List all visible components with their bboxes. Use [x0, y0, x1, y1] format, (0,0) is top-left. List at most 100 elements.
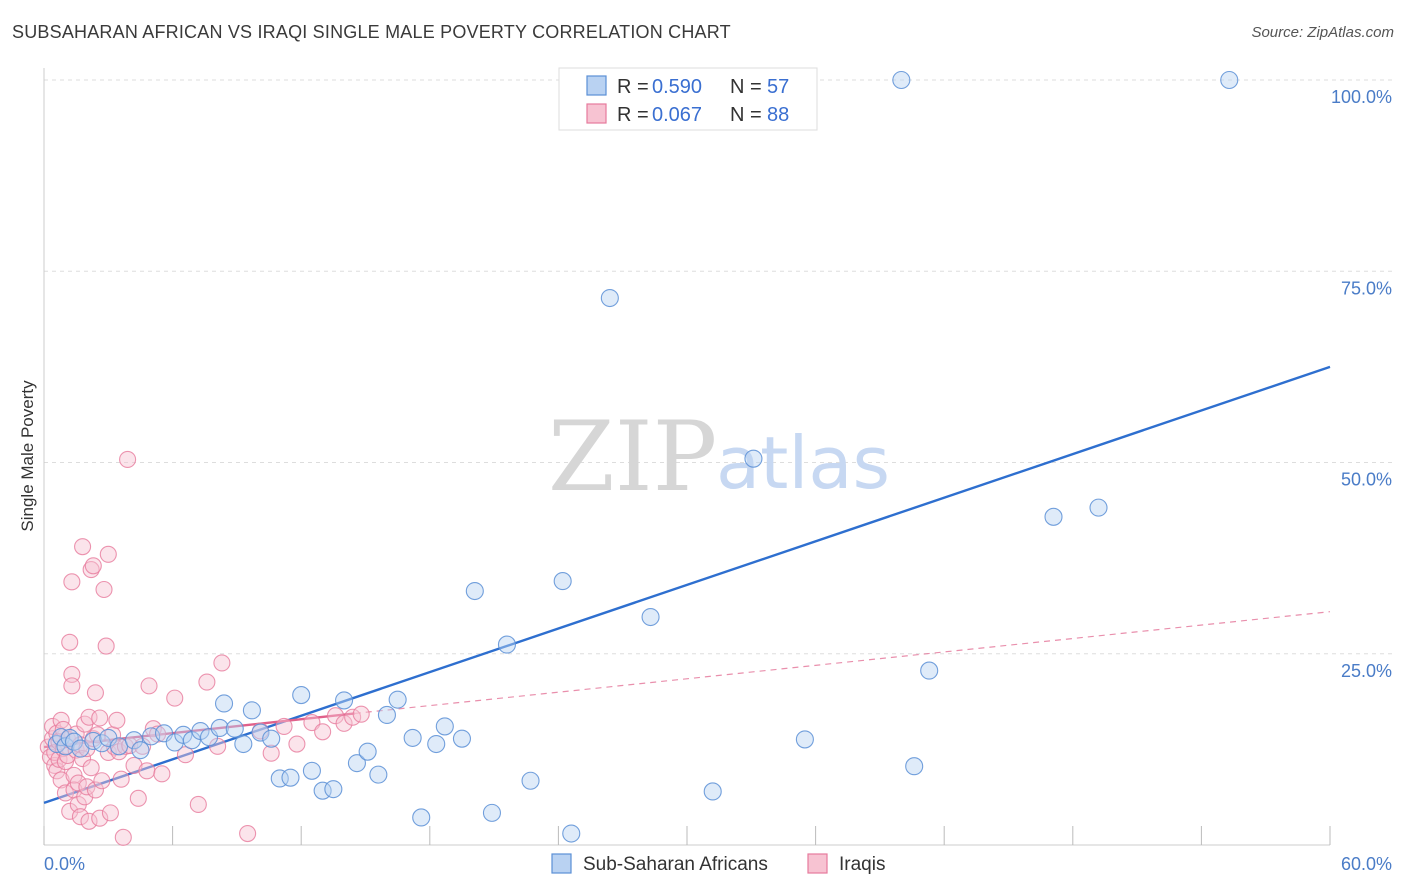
watermark-atlas: atlas — [716, 421, 890, 505]
legend-n-label-1: N = — [730, 76, 762, 98]
y-tick-label: 75.0% — [1341, 278, 1392, 298]
iraqis-trend-dashed — [354, 611, 1331, 715]
sub-saharan-point — [225, 719, 244, 738]
iraqis-point — [80, 812, 98, 830]
sub-saharan-point — [234, 734, 253, 754]
sub-saharan-point — [703, 782, 722, 801]
iraqis-point — [61, 802, 79, 820]
sub-saharan-point — [920, 661, 939, 680]
sub-saharan-point — [324, 780, 343, 799]
chart-title: SUBSAHARAN AFRICAN VS IRAQI SINGLE MALE … — [12, 22, 731, 42]
iraqis-point — [114, 828, 132, 846]
legend-r-value-2: 0.067 — [652, 104, 702, 126]
legend-swatch-blue — [586, 75, 607, 96]
iraqis-point — [63, 677, 81, 695]
sub-saharan-point — [600, 288, 619, 308]
sub-saharan-point — [242, 701, 261, 720]
sub-saharan-point — [435, 717, 454, 736]
legend-n-label-2: N = — [730, 104, 762, 126]
sub-saharan-point — [744, 449, 763, 468]
sub-saharan-point — [358, 742, 377, 761]
sub-saharan-trend-line — [43, 365, 1331, 805]
legend-r-label-2: R = — [617, 104, 649, 126]
legend-n-value-2: 88 — [767, 104, 789, 126]
iraqis-point — [140, 677, 158, 695]
axes — [43, 68, 1331, 846]
x-tick-label-max: 60.0% — [1341, 854, 1392, 874]
legend-r-value-1: 0.590 — [652, 76, 702, 98]
iraqis-point — [129, 789, 147, 807]
bottom-legend-label-2: Iraqis — [839, 854, 885, 875]
sub-saharan-point — [521, 771, 540, 790]
sub-saharan-point — [302, 761, 321, 780]
sub-saharan-point — [412, 808, 431, 827]
sub-saharan-point — [795, 730, 814, 749]
gridlines — [44, 79, 1392, 655]
sub-saharan-point — [347, 754, 366, 773]
sub-saharan-point — [1044, 507, 1063, 526]
iraqis-point — [288, 735, 306, 753]
sub-saharan-point — [452, 729, 472, 748]
iraqis-point — [189, 795, 207, 814]
iraqis-point — [63, 573, 81, 591]
iraqis-point — [97, 637, 115, 655]
iraqis-point — [166, 689, 184, 707]
iraqis-point — [262, 744, 280, 762]
sub-saharan-point — [553, 572, 572, 591]
top-legend: R = 0.590 N = 57 R = 0.067 N = 88 — [558, 67, 818, 131]
iraqis-point — [108, 711, 126, 729]
iraqis-point — [112, 770, 130, 788]
bottom-legend: Sub-Saharan Africans Iraqis — [551, 853, 885, 875]
watermark-zip: ZIP — [548, 401, 717, 513]
iraqis-point — [176, 746, 195, 764]
iraqis-point — [99, 545, 117, 563]
sub-saharan-point — [124, 731, 144, 750]
sub-saharan-point — [262, 729, 281, 748]
sub-saharan-point — [377, 705, 396, 725]
iraqis-point — [82, 759, 100, 777]
iraqis-point — [69, 774, 87, 792]
bottom-legend-swatch-blue — [551, 853, 572, 874]
sub-saharan-point — [214, 694, 234, 713]
y-axis-title: Single Male Poverty — [18, 380, 37, 532]
iraqis-point — [86, 781, 104, 799]
sub-saharan-point — [210, 718, 229, 738]
sub-saharan-point — [281, 768, 300, 787]
iraqis-point — [61, 633, 79, 651]
iraqis-point — [91, 809, 109, 827]
bottom-legend-swatch-pink — [807, 853, 828, 874]
sub-saharan-point — [465, 581, 484, 601]
iraqis-point — [84, 557, 102, 575]
iraqis-point — [91, 709, 109, 727]
iraqis-point — [198, 673, 216, 691]
sub-saharan-point — [131, 741, 150, 760]
sub-saharan-point — [251, 723, 270, 742]
sub-saharan-point — [64, 732, 84, 751]
trend-lines — [43, 365, 1331, 805]
iraqis-point — [138, 762, 156, 780]
iraqis-point — [95, 580, 113, 599]
iraqis-point — [86, 684, 104, 702]
iraqis-point — [335, 714, 353, 732]
sub-saharan-point — [109, 737, 129, 756]
sub-saharan-point — [335, 691, 354, 710]
iraqis-point — [93, 772, 111, 790]
sub-saharan-point — [427, 734, 446, 754]
sub-saharan-point — [1220, 70, 1239, 90]
y-tick-label: 25.0% — [1341, 661, 1392, 681]
bottom-legend-label-1: Sub-Saharan Africans — [583, 854, 768, 875]
sub-saharan-point — [892, 70, 911, 90]
iraqis-point — [119, 450, 137, 468]
iraqis-point — [153, 765, 171, 783]
sub-saharan-point — [1089, 498, 1108, 517]
iraqis-point — [74, 538, 92, 556]
sub-saharan-point — [403, 728, 422, 747]
iraqis-point — [352, 705, 370, 723]
sub-saharan-point — [292, 686, 311, 705]
iraqis-point — [213, 654, 231, 672]
legend-n-value-1: 57 — [767, 76, 789, 98]
iraqis-point — [239, 824, 257, 843]
iraqis-point — [314, 723, 332, 741]
iraqis-point — [125, 756, 143, 774]
